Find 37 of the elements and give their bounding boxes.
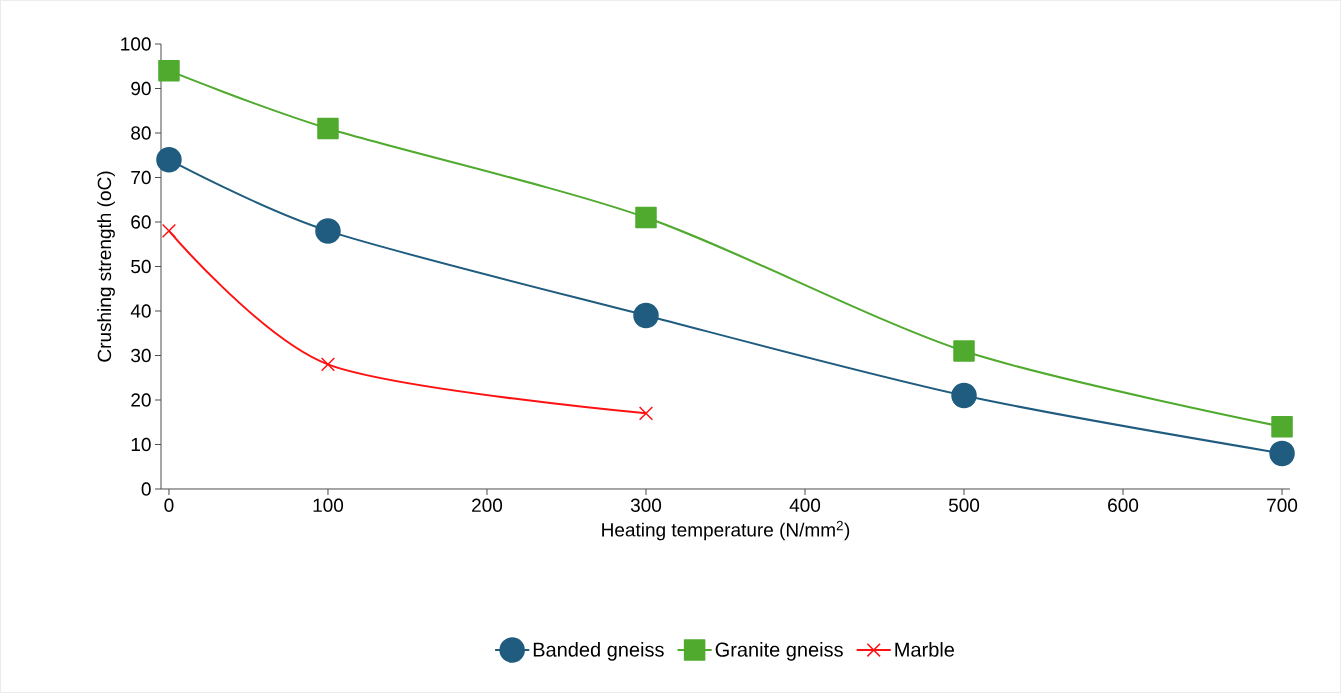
x-tick-label: 500 xyxy=(948,498,980,512)
y-tick-label: 0 xyxy=(141,482,151,496)
point xyxy=(320,357,336,372)
y-axis-title: Crushing strength (oC) xyxy=(97,171,115,362)
y-tick-label: 60 xyxy=(131,215,151,229)
legend-label: Marble xyxy=(895,642,955,657)
x-tick-label: 200 xyxy=(472,498,503,512)
point xyxy=(1271,415,1293,438)
point xyxy=(158,59,180,82)
point xyxy=(633,302,659,329)
point xyxy=(315,218,341,244)
point xyxy=(951,382,977,409)
x-tick-label: 700 xyxy=(1267,498,1298,512)
y-tick-label: 70 xyxy=(131,170,151,185)
point xyxy=(317,117,339,140)
y-tick-label: 20 xyxy=(131,393,151,407)
x-tick-label: 300 xyxy=(630,498,662,512)
legend-label: Granite gneiss xyxy=(715,642,843,661)
y-tick-label: 100 xyxy=(121,37,151,51)
x-tick-label: 600 xyxy=(1108,498,1139,512)
point xyxy=(161,223,177,239)
x-tick-label: 400 xyxy=(789,498,821,512)
x-tick-label: 100 xyxy=(313,498,344,512)
y-tick-label: 80 xyxy=(131,126,151,140)
point xyxy=(156,146,182,173)
x-axis-title: Heating temperature (N/mm$^{2}$) xyxy=(602,520,850,541)
point xyxy=(635,206,657,229)
legend-label: Banded gneiss xyxy=(533,642,664,661)
y-tick-label: 90 xyxy=(131,81,151,96)
y-tick-label: 10 xyxy=(131,437,151,452)
y-tick-label: 50 xyxy=(131,259,151,274)
point xyxy=(638,406,654,421)
x-tick-label: 0 xyxy=(164,498,174,512)
point xyxy=(953,340,975,362)
y-tick-label: 40 xyxy=(130,304,151,318)
point xyxy=(1269,440,1295,467)
y-tick-label: 30 xyxy=(131,348,151,363)
